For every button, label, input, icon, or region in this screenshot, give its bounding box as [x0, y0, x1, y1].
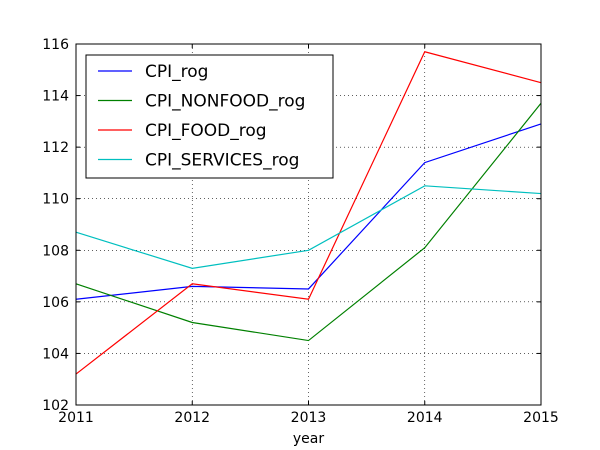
series-line-cpi-rog: [75, 123, 542, 300]
legend-label-cpi-nonfood-rog: CPI_NONFOOD_rog: [145, 92, 305, 112]
y-tick-label: 112: [42, 140, 69, 156]
x-tick-label: 2013: [291, 410, 327, 426]
y-tick-label: 110: [42, 192, 69, 208]
legend-box: [85, 54, 334, 179]
x-tick-label: 2012: [174, 410, 210, 426]
axis-ticks: [75, 43, 542, 406]
legend-label-cpi-rog: CPI_rog: [145, 62, 208, 82]
y-tick-label: 116: [42, 37, 69, 53]
x-tick-labels: 2011 2012 2013 2014 2015: [58, 410, 559, 426]
x-tick-label: 2015: [523, 410, 559, 426]
series-lines: [75, 51, 542, 375]
legend-label-cpi-services-rog: CPI_SERVICES_rog: [145, 151, 299, 171]
y-tick-label: 114: [42, 89, 69, 105]
y-tick-label: 106: [42, 295, 69, 311]
x-axis-label: year: [293, 431, 324, 447]
y-tick-label: 102: [42, 398, 69, 414]
legend-label-cpi-food-rog: CPI_FOOD_rog: [145, 121, 267, 141]
x-tick-label: 2014: [407, 410, 443, 426]
x-tick-label: 2011: [58, 410, 94, 426]
y-tick-label: 108: [42, 243, 69, 259]
series-line-cpi-food-rog: [75, 51, 542, 375]
y-tick-labels: 102 104 106 108 110 112 114 116: [42, 37, 69, 414]
series-line-cpi-services-rog: [75, 185, 542, 269]
y-tick-label: 104: [42, 346, 69, 362]
legend: CPI_rog CPI_NONFOOD_rog CPI_FOOD_rog CPI_SE…: [85, 54, 334, 179]
series-line-cpi-nonfood-rog: [75, 102, 542, 342]
